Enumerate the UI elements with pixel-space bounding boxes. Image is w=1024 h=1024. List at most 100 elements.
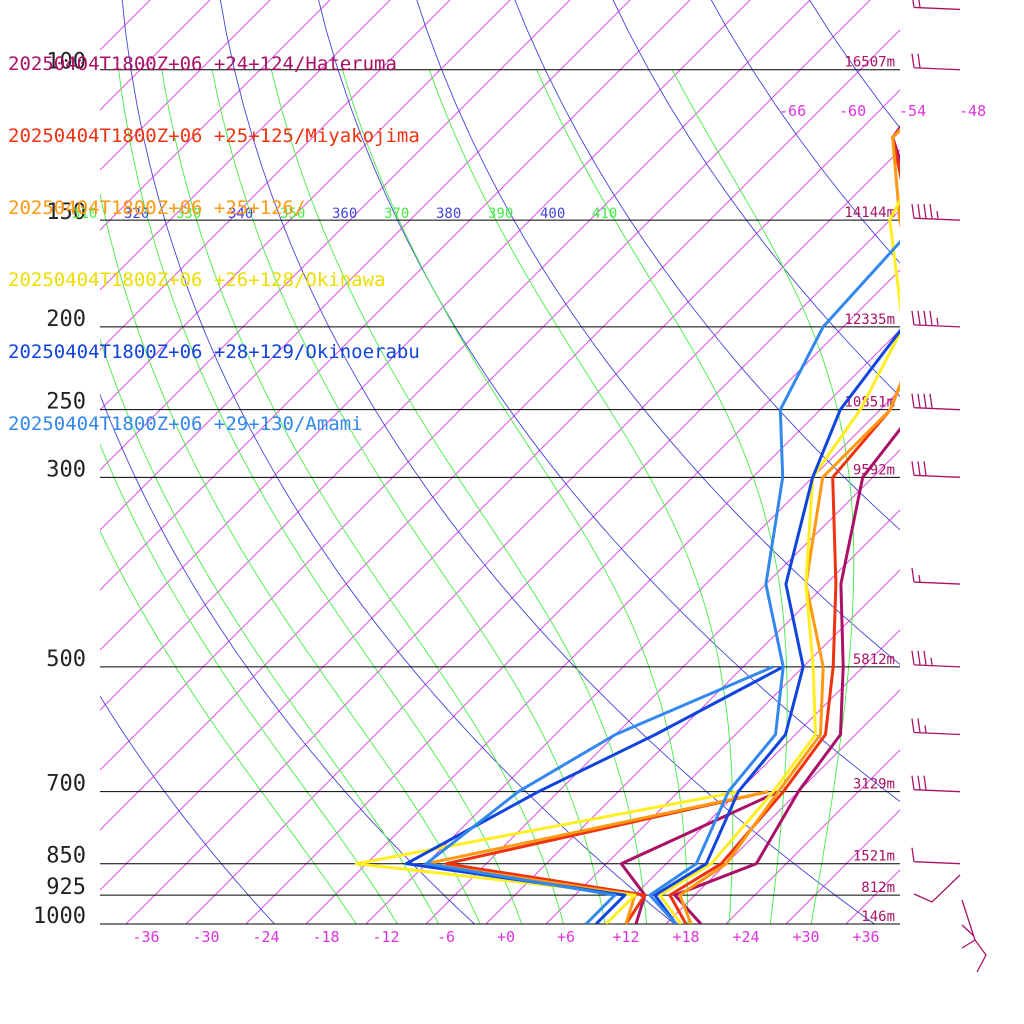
isotherm-line [485,509,900,924]
pressure-label-700: 700 [46,772,86,797]
dry-adiabat-lines [100,0,900,924]
pressure-label-1000: 1000 [33,904,86,929]
isotherm-line [425,449,900,924]
dewpoint-line-5 [424,665,774,924]
legend-item-okinoerabu: 20250404T1800Z+06 +28+129/Okinoerabu [8,341,420,363]
moist-adiabat-line [270,69,647,924]
theta-label-320: 320 [124,206,149,222]
pressure-label-200: 200 [46,307,86,332]
temp-tick-label: -12 [372,928,399,946]
dewpoint-line-3 [354,790,739,924]
pressure-label-100: 100 [46,50,86,75]
height-label-850: 1521m [853,849,895,865]
isotherm-line [966,0,1024,924]
pressure-label-500: 500 [46,647,86,672]
temp-tick-label: +24 [732,928,759,946]
wind-barb [911,847,961,865]
temp-tick-label: -6 [437,928,455,946]
temp-tick-label: +36 [852,928,879,946]
moist-adiabat-line [100,443,398,924]
isotherm-line [305,329,900,924]
theta-label-340: 340 [228,206,253,222]
legend-item-amami: 20250404T1800Z+06 +29+130/Amami [8,413,363,435]
wind-barb [912,0,961,11]
isotherm-line [605,629,900,924]
pressure-labels: 100 150 200 250 300 500 700 850 925 1000 [33,50,86,929]
temperature-line-2 [678,127,900,924]
moist-adiabat-line [428,69,734,924]
dry-adiabat-line [612,0,900,398]
temp-tick-label: -24 [252,928,279,946]
temp-tick-label: +12 [612,928,639,946]
legend-item-okinawa: 20250404T1800Z+06 +26+128/Okinawa [8,269,386,291]
moist-adiabat-line [671,69,855,924]
wind-barb [911,310,961,328]
wind-barb [911,775,961,793]
height-label-925: 812m [861,880,895,896]
legend-item-hateruma: 20250404T1800Z+06 +24+124/Hateruma [8,53,397,75]
height-label-150: 14144m [844,205,895,221]
theta-label-370: 370 [384,206,409,222]
temperature-line-4 [653,328,900,924]
height-label-250: 10851m [844,395,895,411]
dry-adiabat-line [219,0,876,924]
moist-adiabat-line [211,69,606,924]
wind-barb [911,718,961,736]
temp-tick-label: +6 [557,928,575,946]
moist-adiabat-line [100,192,481,924]
temperature-line-0 [673,125,900,924]
dry-adiabat-line [100,393,476,924]
dry-adiabat-line [514,0,900,531]
moist-adiabat-line [536,69,788,924]
temperature-line-1 [668,127,900,924]
wind-barb [911,567,961,585]
temp-tick-label: +0 [497,928,515,946]
temp-tick-label: -36 [132,928,159,946]
wind-barb [913,874,961,903]
theta-label-360: 360 [332,206,357,222]
dry-adiabat-line [100,695,276,924]
temp-tick-label: +18 [672,928,699,946]
dry-adiabat-line [318,0,900,803]
theta-label-400: 400 [540,206,565,222]
isobar-lines [100,69,900,925]
isotherm-line [665,689,900,924]
legend-item-unnamed: 20250404T1800Z+06 +25+126/ [8,197,306,219]
legend: 20250404T1800Z+06 +24+124/Hateruma 20250… [8,4,420,460]
theta-label-350: 350 [280,206,305,222]
theta-label-310: 310 [72,206,97,222]
dewpoint-line-1 [444,790,769,924]
theta-label-410: 410 [592,206,617,222]
temperature-line-3 [658,197,900,924]
moist-adiabat-line [100,530,357,924]
wind-barb [911,650,961,668]
pressure-label-925: 925 [46,875,86,900]
height-label-1000: 146m [861,909,895,925]
wind-barb [961,899,987,973]
isotherm-top-label: -66 [779,102,806,120]
theta-label-330: 330 [176,206,201,222]
dewpoint-line-0 [619,790,779,924]
height-label-200: 12335m [844,312,895,328]
isotherm-line [365,389,900,924]
isotherm-top-labels: -66 -60 -54 -48 [779,102,986,120]
temperature-tick-labels: -36 -30 -24 -18 -12 -6 +0 +6 +12 +18 +24 +30 +36 [132,928,879,946]
dewpoint-line-2 [424,790,769,924]
wind-barb [911,461,961,478]
pressure-label-300: 300 [46,457,86,482]
wind-barb [911,53,961,71]
theta-label-390: 390 [488,206,513,222]
temperature-line-5 [648,239,900,924]
temp-tick-label: +30 [792,928,819,946]
isotherm-top-label: -60 [839,102,866,120]
height-labels: 16507m14144m12335m10851m9592m5812m3129m1… [844,55,895,925]
moist-adiabat-line [341,69,689,924]
dry-adiabat-line [416,0,900,665]
pressure-label-850: 850 [46,844,86,869]
isotherm-top-label: -54 [899,102,926,120]
sounding-profiles [354,125,900,924]
pressure-label-150: 150 [46,200,86,225]
moist-adiabat-line [100,338,440,924]
isotherm-line [545,569,900,924]
